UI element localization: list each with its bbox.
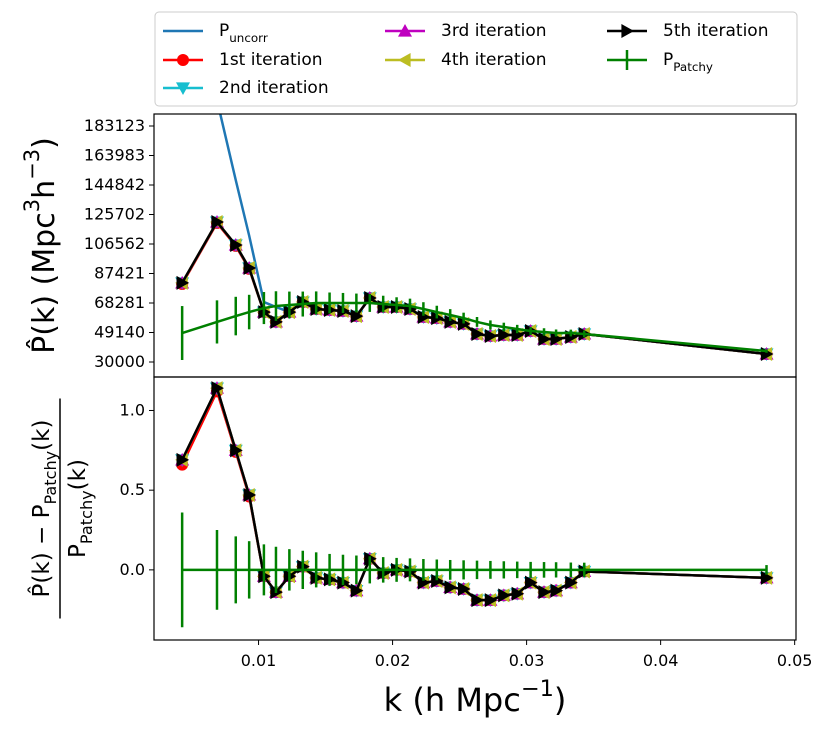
- series-line: [181, 301, 767, 353]
- y-tick-label: 0.0: [120, 559, 145, 578]
- marker: [398, 24, 412, 37]
- series-line: [181, 386, 767, 602]
- y-tick-label: 30000: [94, 352, 145, 371]
- marker: [350, 309, 364, 324]
- legend-label: 3rd iteration: [441, 21, 547, 41]
- marker: [458, 581, 471, 596]
- marker: [444, 314, 458, 329]
- legend-label: 4th iteration: [441, 50, 546, 70]
- marker: [176, 82, 190, 95]
- marker: [350, 583, 364, 598]
- marker: [444, 580, 458, 595]
- y-axis-label-denominator: PPatchy(k): [65, 459, 97, 558]
- marker: [760, 570, 774, 585]
- x-tick-label: 0.05: [777, 651, 813, 670]
- x-axis-label: k (h Mpc−1): [384, 676, 567, 720]
- marker: [565, 575, 578, 590]
- marker: [417, 309, 431, 324]
- marker: [621, 24, 634, 38]
- marker: [484, 328, 498, 343]
- marker: [471, 326, 485, 341]
- marker: [511, 328, 525, 343]
- marker: [431, 574, 444, 589]
- marker: [471, 593, 485, 608]
- marker: [176, 275, 190, 290]
- marker: [211, 215, 224, 230]
- series-line: [181, 386, 767, 602]
- marker: [538, 332, 552, 347]
- legend-label: 2nd iteration: [219, 78, 329, 98]
- marker: [270, 314, 283, 329]
- marker: [398, 53, 411, 67]
- legend-label: Puncorr: [219, 21, 268, 45]
- series-layer: [175, 114, 774, 361]
- y-tick-label: 0.5: [120, 480, 145, 499]
- legend-label: 5th iteration: [663, 21, 768, 41]
- x-tick-label: 0.01: [241, 651, 277, 670]
- x-tick-label: 0.02: [375, 651, 411, 670]
- marker: [243, 487, 257, 502]
- marker: [538, 585, 552, 600]
- marker: [484, 593, 498, 608]
- marker: [498, 588, 511, 603]
- legend-label: PPatchy: [663, 50, 713, 74]
- marker: [458, 316, 471, 331]
- marker: [177, 54, 189, 66]
- marker: [417, 575, 431, 590]
- marker: [550, 583, 564, 598]
- marker: [243, 260, 257, 275]
- y-tick-label: 106562: [84, 233, 145, 252]
- marker: [550, 332, 564, 347]
- y-tick-label: 125702: [84, 204, 145, 223]
- y-axis-label: P̂(k) (Mpc3h−3): [20, 137, 62, 354]
- series-line: [181, 386, 767, 602]
- y-tick-label: 49140: [94, 322, 145, 341]
- plot-layer: 30000 49140 68281 87421 106562 125702 144842 16…: [20, 113, 813, 720]
- series-layer: [175, 381, 774, 628]
- y-tick-label: 1.0: [120, 400, 145, 419]
- marker: [230, 443, 243, 458]
- y-tick-label: 68281: [94, 292, 145, 311]
- y-tick-label: 144842: [84, 174, 145, 193]
- marker: [211, 381, 224, 396]
- legend-label: 1st iteration: [219, 50, 323, 70]
- x-tick-label: 0.03: [509, 651, 545, 670]
- y-tick-label: 163983: [84, 145, 145, 164]
- marker: [230, 238, 243, 253]
- marker: [498, 328, 511, 343]
- marker: [511, 586, 525, 601]
- y-tick-label: 87421: [94, 263, 145, 282]
- x-tick-label: 0.04: [643, 651, 679, 670]
- y-tick-label: 183123: [84, 115, 145, 134]
- series-line: [181, 386, 767, 602]
- marker: [525, 575, 538, 590]
- axes-frame: [153, 376, 797, 641]
- y-axis-label-numerator: P̂(k) − PPatchy(k): [27, 420, 60, 598]
- legend-box: [154, 11, 798, 107]
- marker: [176, 452, 190, 467]
